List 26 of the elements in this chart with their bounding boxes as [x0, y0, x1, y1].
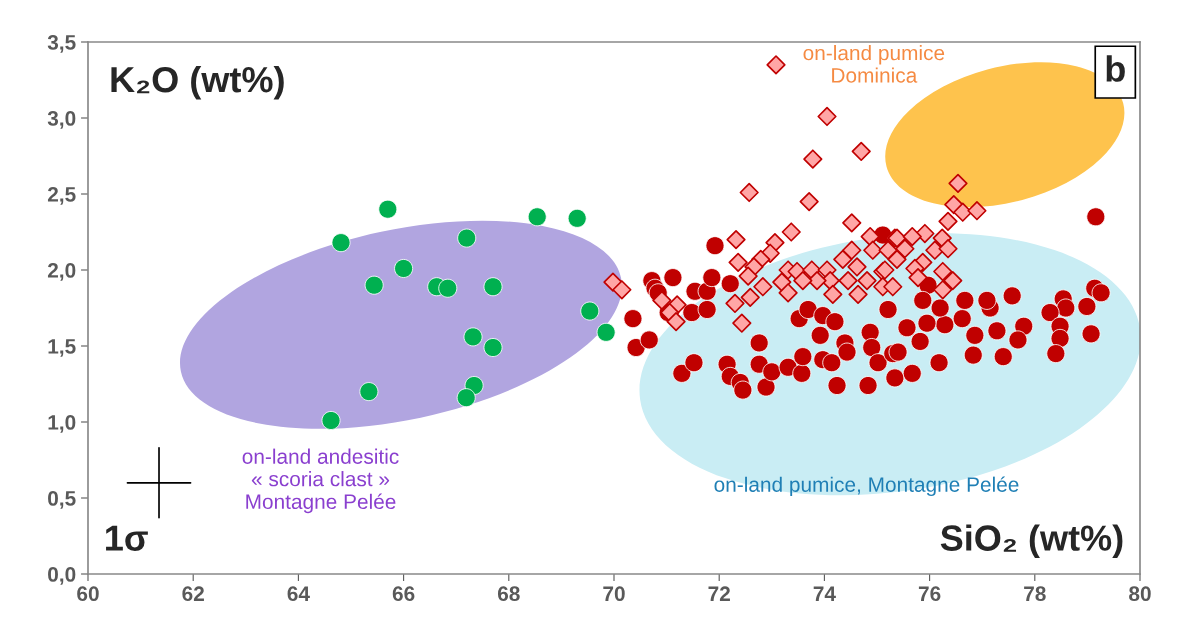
annotation: on-land pumice Dominica	[803, 45, 945, 83]
x-tick-label: 62	[182, 586, 204, 602]
x-axis-title: SiO₂ (wt%)	[940, 524, 1123, 559]
annotation: on-land pumice, Montagne Pelée	[714, 476, 1019, 497]
y-tick-label: 2,0	[47, 263, 76, 281]
annotation: 1σ	[106, 525, 148, 551]
y-tick-label: 2,5	[47, 187, 76, 205]
y-tick-label: 1,0	[48, 415, 76, 433]
x-tick-label: 60	[77, 586, 99, 602]
annotation: on-land andesitic « scoria clast » Montagne Pelée	[242, 448, 399, 514]
y-tick-label: 3,0	[47, 111, 76, 129]
x-tick-label: 78	[1024, 586, 1046, 602]
y-tick-label: 3,5	[47, 35, 76, 53]
x-tick-label: 68	[497, 586, 520, 602]
x-tick-label: 72	[708, 586, 730, 601]
x-tick-label: 80	[1129, 586, 1151, 602]
annotation: b	[1106, 55, 1125, 82]
x-tick-label: 74	[813, 586, 836, 601]
y-tick-label: 1,5	[48, 339, 76, 357]
y-tick-label: 0,0	[48, 567, 76, 585]
x-tick-label: 76	[918, 586, 941, 602]
x-tick-label: 70	[603, 586, 625, 602]
x-tick-label: 64	[287, 586, 310, 602]
y-tick-label: 0,5	[48, 491, 76, 509]
y-axis-title: K₂O (wt%)	[111, 65, 284, 100]
x-tick-label: 66	[392, 586, 415, 602]
